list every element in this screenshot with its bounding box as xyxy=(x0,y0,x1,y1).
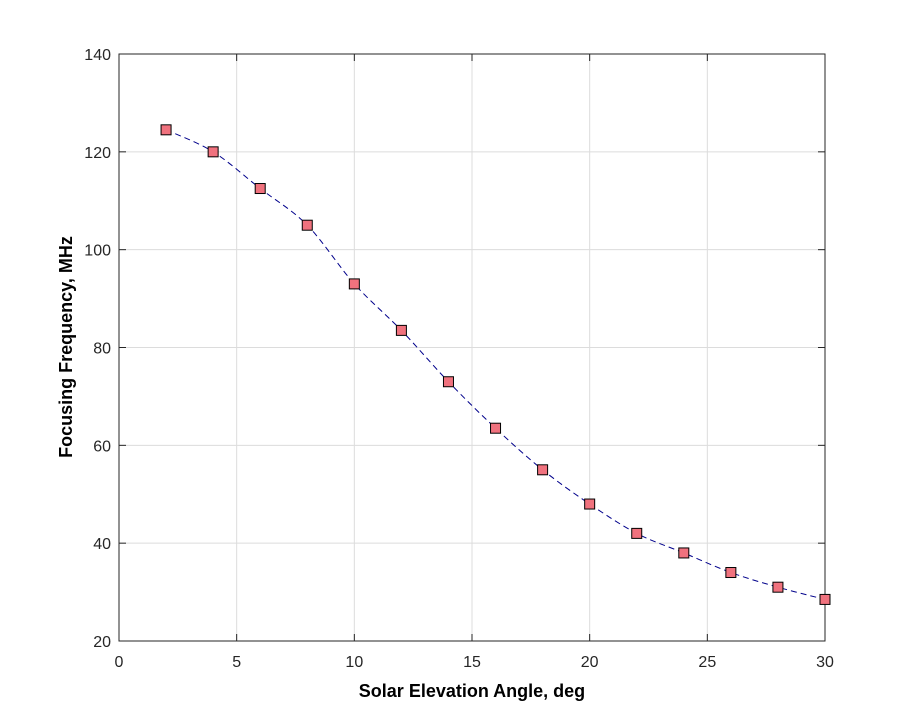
y-tick-label: 20 xyxy=(93,634,111,651)
data-point-marker xyxy=(490,422,502,434)
data-point-marker xyxy=(207,146,219,158)
x-tick-label: 10 xyxy=(345,654,363,671)
x-tick-label: 20 xyxy=(581,654,599,671)
data-point-marker xyxy=(254,183,266,195)
data-point-marker xyxy=(160,124,172,136)
x-tick-label: 15 xyxy=(463,654,481,671)
y-tick-label: 140 xyxy=(84,47,111,64)
data-point-marker xyxy=(772,581,784,593)
data-point-marker xyxy=(678,547,690,559)
data-point-marker xyxy=(301,219,313,231)
data-point-marker xyxy=(819,593,831,605)
data-point-marker xyxy=(725,567,737,579)
data-point-marker xyxy=(348,278,360,290)
x-tick-label: 5 xyxy=(232,654,241,671)
y-tick-label: 100 xyxy=(84,243,111,260)
data-point-marker xyxy=(442,376,454,388)
data-point-marker xyxy=(395,324,407,336)
ticks: 0 5 10 15 20 25 30 20 40 60 80 100 120 140 xyxy=(84,47,834,671)
y-axis-label: Focusing Frequency, MHz xyxy=(56,236,76,458)
x-tick-label: 30 xyxy=(816,654,834,671)
y-tick-label: 120 xyxy=(84,145,111,162)
series-group xyxy=(160,124,831,605)
y-tick-label: 60 xyxy=(93,438,111,455)
y-tick-label: 80 xyxy=(93,341,111,358)
data-point-marker xyxy=(537,464,549,476)
x-tick-label: 25 xyxy=(698,654,716,671)
y-tick-label: 40 xyxy=(93,536,111,553)
data-point-marker xyxy=(631,527,643,539)
data-point-marker xyxy=(584,498,596,510)
x-tick-label: 0 xyxy=(115,654,124,671)
x-axis-label: Solar Elevation Angle, deg xyxy=(359,681,585,701)
